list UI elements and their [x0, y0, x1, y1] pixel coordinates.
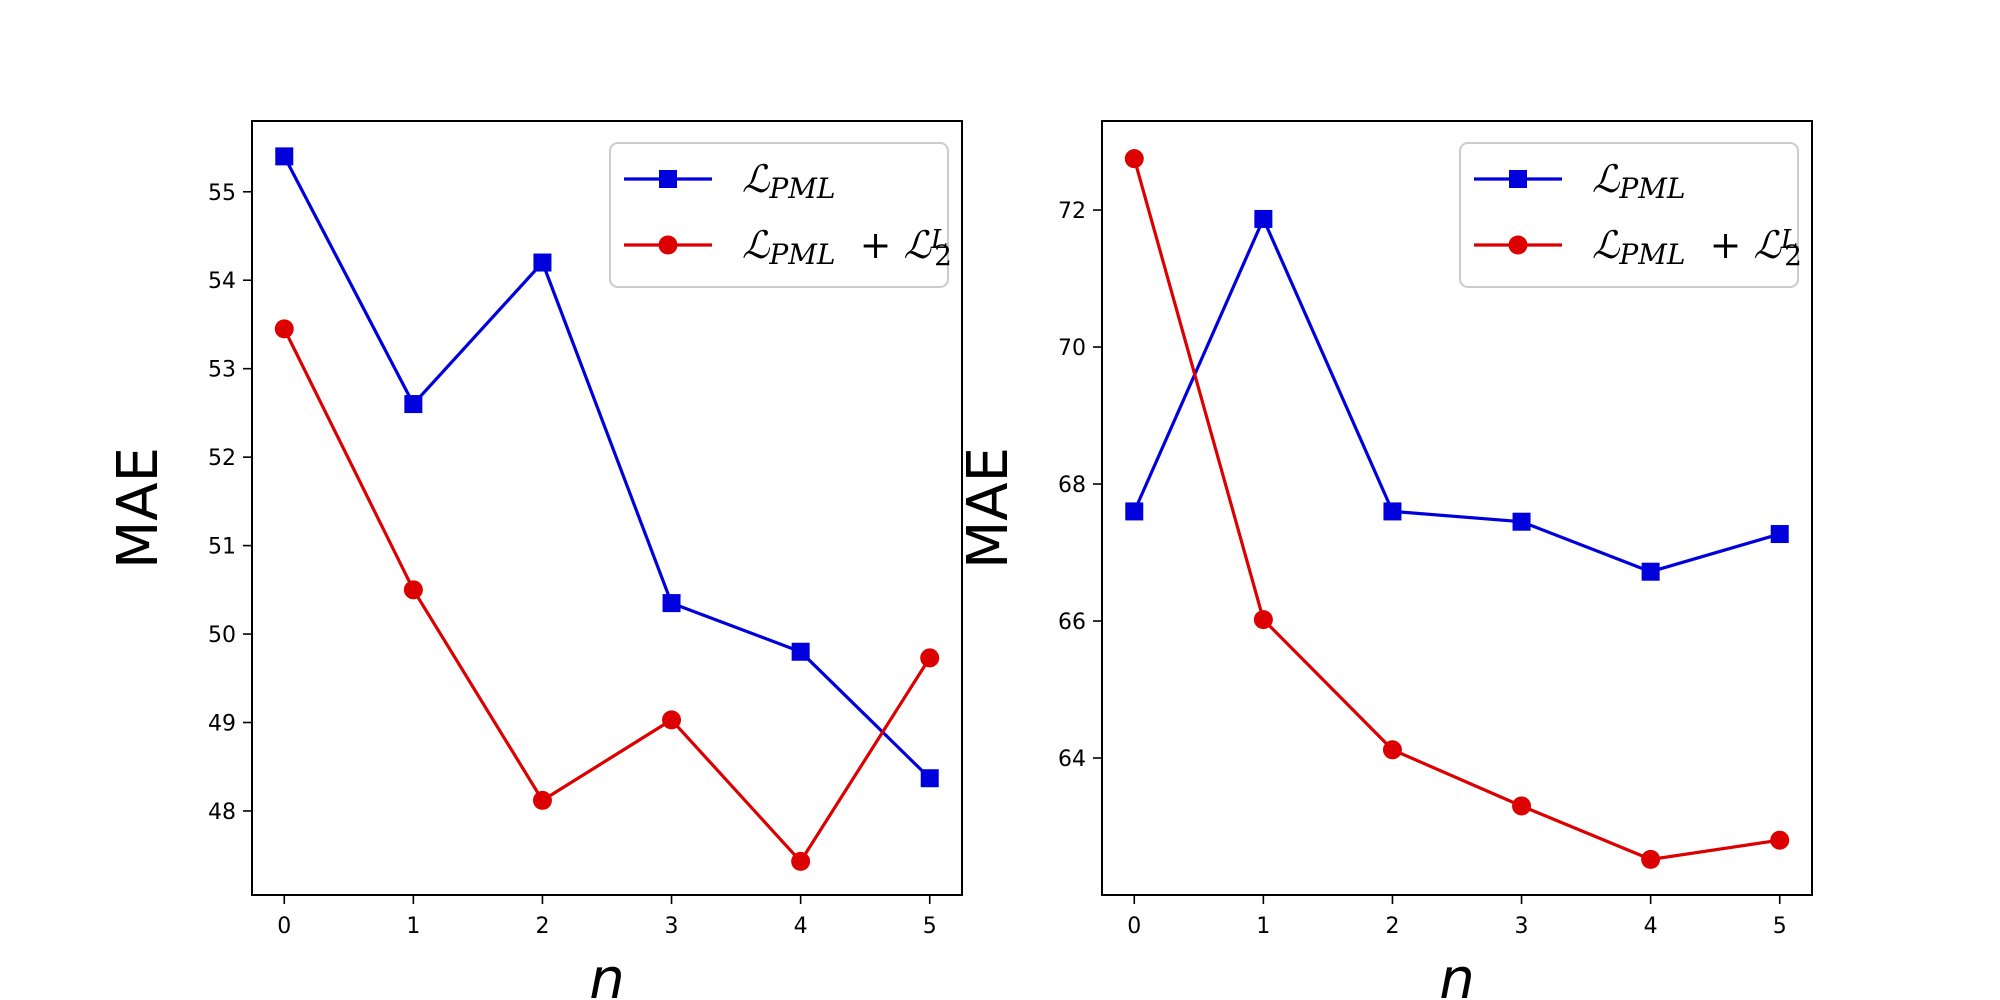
data-point-square	[1125, 502, 1144, 521]
y-tick-label: 66	[1058, 610, 1086, 635]
legend-symbol-L: ℒ	[742, 223, 771, 267]
data-point-square	[404, 395, 423, 414]
legend-label-pml: ℒPML	[1592, 157, 1685, 205]
legend-label-pml-plus-l2: ℒPML + ℒL2	[1592, 223, 1802, 272]
data-point-square	[275, 147, 294, 166]
x-tick-label: 5	[1773, 914, 1787, 939]
series-line-2	[282, 328, 932, 864]
x-tick-label: 2	[535, 914, 549, 939]
data-point-square	[1254, 209, 1273, 228]
y-tick-label: 53	[208, 358, 236, 383]
y-tick-label: 55	[208, 181, 236, 206]
x-tick-label: 3	[1515, 914, 1529, 939]
x-tick-label: 0	[1127, 914, 1141, 939]
data-point-circle	[662, 710, 682, 730]
series-line-2	[1132, 158, 1780, 862]
data-point-square	[791, 642, 810, 661]
legend-superscript-L: L	[930, 225, 948, 255]
data-point-square	[920, 769, 939, 788]
x-tick-label: 1	[1256, 914, 1270, 939]
data-point-square	[1383, 502, 1402, 521]
data-point-circle	[532, 790, 552, 810]
legend-plus: +	[1697, 223, 1753, 267]
x-tick-label: 2	[1385, 914, 1399, 939]
x-tick-label: 1	[406, 914, 420, 939]
legend-marker-square	[1509, 170, 1527, 188]
x-tick-label: 5	[923, 914, 937, 939]
legend-label-pml: ℒPML	[742, 157, 835, 205]
legend-subscript-pml: PML	[768, 172, 835, 205]
series-line-1	[282, 155, 931, 780]
axes-frame	[1101, 120, 1813, 896]
y-tick-label: 68	[1058, 473, 1086, 498]
data-point-circle	[1512, 796, 1532, 816]
data-point-circle	[274, 319, 294, 339]
data-point-circle	[403, 580, 423, 600]
data-point-square	[1512, 512, 1531, 531]
x-tick-label: 3	[665, 914, 679, 939]
axes-frame	[251, 120, 963, 896]
y-tick-label: 49	[208, 712, 236, 737]
data-point-circle	[1770, 830, 1790, 850]
legend-plus: +	[847, 223, 903, 267]
data-point-square	[1770, 525, 1789, 544]
data-point-circle	[1253, 610, 1273, 630]
legend-subscript-2: 2	[934, 239, 952, 272]
x-tick-label: 0	[277, 914, 291, 939]
y-axis-title: MAE	[106, 447, 171, 569]
y-tick-label: 52	[208, 446, 236, 471]
y-tick-label: 54	[208, 269, 236, 294]
y-axis-title: MAE	[956, 447, 1021, 569]
legend-symbol-L: ℒ	[1592, 223, 1621, 267]
data-point-square	[1641, 562, 1660, 581]
legend-label-pml-plus-l2: ℒPML + ℒL2	[742, 223, 952, 272]
data-point-square	[662, 594, 681, 613]
legend-marker-circle	[658, 235, 678, 255]
data-point-square	[533, 253, 552, 272]
legend-superscript-L: L	[1780, 225, 1798, 255]
x-tick-label: 4	[794, 914, 808, 939]
legend-symbol-L: ℒ	[1592, 157, 1621, 201]
series-line-1	[1132, 217, 1781, 574]
legend-symbol-L: ℒ	[742, 157, 771, 201]
y-tick-label: 51	[208, 535, 236, 560]
x-axis-title: n	[1439, 947, 1475, 1000]
legend-symbol-L2: ℒ	[1753, 223, 1782, 267]
data-point-circle	[1641, 849, 1661, 869]
y-tick-label: 70	[1058, 336, 1086, 361]
legend-subscript-pml: PML	[768, 238, 835, 271]
legend-marker-circle	[1508, 235, 1528, 255]
legend-subscript-pml: PML	[1618, 238, 1685, 271]
y-tick-label: 72	[1058, 199, 1086, 224]
data-point-circle	[920, 648, 940, 668]
data-point-circle	[1382, 740, 1402, 760]
x-axis-title: n	[589, 947, 625, 1000]
legend-subscript-pml: PML	[1618, 172, 1685, 205]
legend-symbol-L2: ℒ	[903, 223, 932, 267]
legend-subscript-2: 2	[1784, 239, 1802, 272]
data-point-circle	[1124, 149, 1144, 169]
y-tick-label: 48	[208, 800, 236, 825]
data-point-circle	[791, 851, 811, 871]
y-tick-label: 64	[1058, 747, 1086, 772]
legend-marker-square	[659, 170, 677, 188]
y-tick-label: 50	[208, 623, 236, 648]
x-tick-label: 4	[1644, 914, 1658, 939]
